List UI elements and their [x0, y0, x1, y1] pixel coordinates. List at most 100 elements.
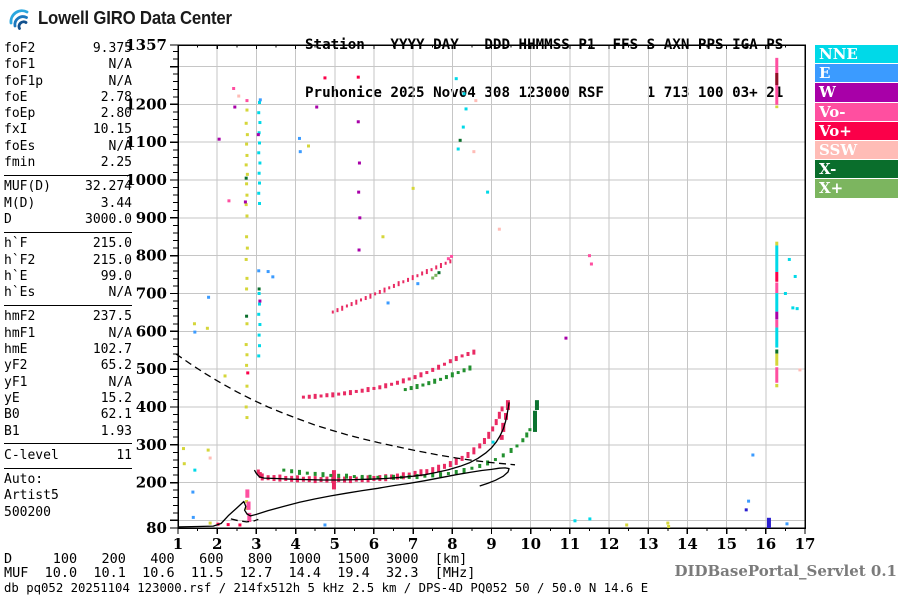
parameter-label: fmin: [4, 155, 36, 171]
parameter-row: h`F2 215.0: [4, 253, 132, 269]
parameter-label: hmF2: [4, 309, 36, 325]
parameter-value: N/A: [108, 325, 132, 341]
parameter-row: foEp 2.80: [4, 106, 132, 122]
svg-text:800: 800: [136, 247, 167, 265]
parameter-value: 2.80: [100, 106, 132, 122]
parameter-row: foE 2.78: [4, 90, 132, 106]
legend-item-x: X-: [815, 160, 898, 179]
parameter-label: hmE: [4, 342, 28, 358]
station-header-labels: Station YYYY DAY DDD HHMMSS P1 FFS S AXN…: [305, 37, 784, 53]
panel-divider: [4, 174, 132, 176]
svg-text:7: 7: [408, 535, 418, 553]
parameter-label: foEp: [4, 106, 36, 122]
parameter-row: h`F 215.0: [4, 236, 132, 252]
parameter-panel: foF2 9.375 foF1 N/A foF1p N/A foE 2.78 foEp 2.80 f…: [4, 41, 132, 521]
parameter-label: yF1: [4, 374, 28, 390]
svg-text:400: 400: [136, 398, 167, 416]
legend-item-w: W: [815, 83, 898, 102]
fitted-virtual-trace: [253, 402, 510, 481]
parameter-label: MUF(D): [4, 179, 51, 195]
svg-text:300: 300: [136, 436, 167, 454]
parameter-label: yF2: [4, 358, 28, 374]
parameter-value: 1.93: [100, 423, 132, 439]
parameter-row: hmF2 237.5: [4, 309, 132, 325]
svg-text:1200: 1200: [125, 95, 167, 113]
parameter-value: N/A: [108, 73, 132, 89]
parameter-row: h`E 99.0: [4, 269, 132, 285]
svg-text:1000: 1000: [125, 171, 167, 189]
parameter-label: yE: [4, 390, 20, 406]
legend-item-ssw: SSW: [815, 140, 898, 160]
parameter-value: 237.5: [92, 309, 132, 325]
svg-text:700: 700: [136, 284, 167, 302]
parameter-row: fxI 10.15: [4, 122, 132, 138]
parameter-row: yE 15.2: [4, 391, 132, 407]
svg-text:17: 17: [795, 535, 816, 553]
servlet-version-label: DIDBasePortal_Servlet 0.1: [674, 562, 897, 580]
parameter-value: 3000.0: [85, 211, 132, 227]
parameter-row: hmE 102.7: [4, 342, 132, 358]
svg-text:80: 80: [146, 519, 167, 537]
parameter-value: N/A: [108, 57, 132, 73]
parameter-label: B0: [4, 407, 20, 423]
panel-divider: [4, 443, 132, 445]
parameter-label: h`F: [4, 236, 28, 252]
panel-divider: [4, 467, 132, 469]
parameter-label: foF2: [4, 41, 36, 56]
svg-text:200: 200: [136, 474, 167, 492]
parameter-label: D: [4, 211, 12, 227]
parameter-row: B0 62.1: [4, 407, 132, 423]
parameter-value: 15.2: [100, 390, 132, 406]
giro-logo-icon: [8, 6, 34, 30]
parameter-label: foF1p: [4, 73, 44, 89]
svg-text:6: 6: [369, 535, 379, 553]
parameter-row: D 3000.0: [4, 212, 132, 228]
parameter-value: 3.44: [100, 195, 132, 211]
parameter-label: M(D): [4, 195, 36, 211]
legend-item-x: X+: [815, 179, 898, 198]
parameter-row: C-level 11: [4, 448, 132, 464]
svg-text:11: 11: [559, 535, 580, 553]
parameter-row: h`Es N/A: [4, 285, 132, 301]
station-header-values: Pruhonice 2025 Nov04 308 123000 RSF 1 71…: [305, 85, 784, 101]
svg-text:1357: 1357: [125, 36, 167, 54]
parameter-value: 10.15: [92, 122, 132, 138]
svg-text:4: 4: [290, 535, 300, 553]
autoscaling-info-line: Auto:: [4, 472, 44, 488]
svg-text:600: 600: [136, 322, 167, 340]
parameter-label: foEs: [4, 138, 36, 154]
brand-title: Lowell GIRO Data Center: [38, 7, 232, 28]
parameter-row: hmF1 N/A: [4, 326, 132, 342]
legend-item-vo: Vo-: [815, 102, 898, 121]
svg-text:1100: 1100: [125, 133, 167, 151]
parameter-row: B1 1.93: [4, 424, 132, 440]
distance-row: D 100 200 400 600 800 1000 1500 3000 [km…: [4, 551, 468, 567]
parameter-label: h`F2: [4, 252, 36, 268]
svg-text:5: 5: [330, 535, 340, 553]
parameter-value: N/A: [108, 374, 132, 390]
svg-text:1: 1: [173, 535, 183, 553]
svg-text:9: 9: [486, 535, 496, 553]
parameter-value: 2.78: [100, 89, 132, 105]
legend-item-vo: Vo+: [815, 121, 898, 140]
parameter-value: N/A: [108, 138, 132, 154]
parameter-row: M(D) 3.44: [4, 196, 132, 212]
parameter-label: fxI: [4, 122, 28, 138]
muf-row: MUF 10.0 10.1 10.6 11.5 12.7 14.4 19.4 3…: [4, 565, 476, 581]
legend-item-nne: NNE: [815, 45, 898, 64]
svg-text:900: 900: [136, 209, 167, 227]
parameter-value: 62.1: [100, 407, 132, 423]
panel-divider: [4, 231, 132, 233]
parameter-value: 215.0: [92, 252, 132, 268]
parameter-label: B1: [4, 423, 20, 439]
parameter-value: 99.0: [100, 268, 132, 284]
parameter-value: 102.7: [92, 342, 132, 358]
svg-text:16: 16: [755, 535, 776, 553]
station-header: Station YYYY DAY DDD HHMMSS P1 FFS S AXN…: [305, 5, 783, 117]
parameter-label: C-level: [4, 447, 59, 463]
svg-text:500: 500: [136, 360, 167, 378]
parameter-row: fmin 2.25: [4, 155, 132, 171]
measurement-status-line: db pq052 20251104 123000.rsf / 214fx512h…: [4, 581, 649, 595]
svg-text:8: 8: [447, 535, 457, 553]
parameter-label: h`E: [4, 268, 28, 284]
